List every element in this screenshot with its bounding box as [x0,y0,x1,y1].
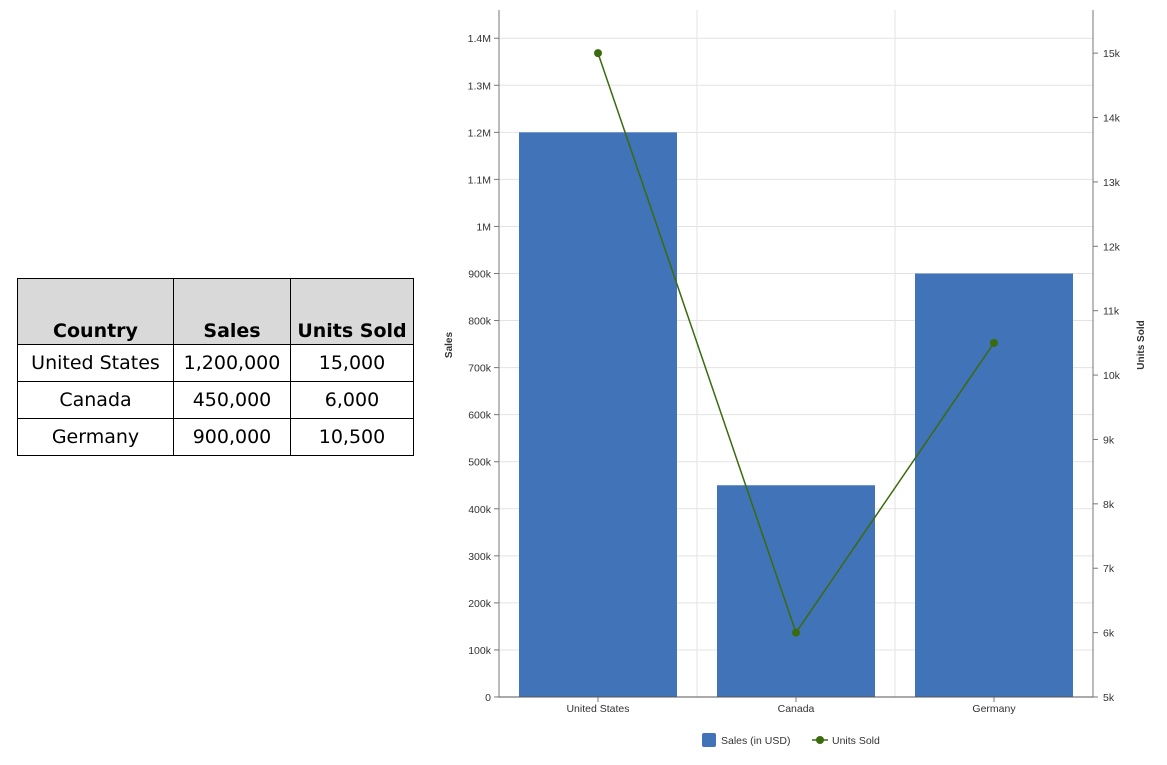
y2-tick-label: 6k [1103,628,1115,640]
y2-tick-label: 12k [1103,241,1121,253]
y-tick-label: 800k [468,316,492,328]
y-tick-label: 0 [485,692,491,704]
y2-tick-label: 7k [1103,563,1115,575]
cell: 1,200,000 [173,344,291,382]
legend-units-label: Units Sold [832,735,880,747]
units-point [990,338,998,347]
y-tick-label: 200k [468,598,492,610]
table-row: Canada 450,000 6,000 [17,381,414,419]
y2-tick-label: 14k [1103,113,1121,125]
x-tick-label: Canada [778,703,815,715]
cell: United States [17,344,174,382]
y2-tick-label: 15k [1103,48,1121,60]
y2-tick-label: 8k [1103,499,1115,511]
cell: 450,000 [173,381,291,419]
y2-tick-label: 13k [1103,177,1121,189]
table-row: United States 1,200,000 15,000 [17,344,414,382]
cell: 6,000 [290,381,414,419]
bar-canada [717,485,875,697]
bar-united-states [519,132,677,697]
bar-germany [915,273,1073,697]
legend-line-marker [816,736,824,744]
cell: 900,000 [173,418,291,456]
y-tick-label: 900k [468,269,492,281]
y-tick-label: 1.3M [468,80,491,92]
y2-tick-label: 10k [1103,370,1121,382]
units-point [594,49,602,58]
y-tick-label: 1M [476,221,491,233]
data-table: Country Sales Units Sold United States 1,20… [17,278,414,456]
y-tick-label: 600k [468,410,492,422]
y-tick-label: 700k [468,363,492,375]
y-tick-label: 1.2M [468,127,491,139]
legend-sales-label: Sales (in USD) [721,735,790,747]
cell: Germany [17,418,174,456]
y2-tick-label: 5k [1103,692,1115,704]
header-country: Country [17,278,174,345]
y-tick-label: 500k [468,457,492,469]
y-tick-label: 400k [468,504,492,516]
cell: 15,000 [290,344,414,382]
y2-axis-label: Units Sold [1136,320,1147,369]
table-row: Germany 900,000 10,500 [17,418,414,456]
y2-tick-label: 9k [1103,434,1115,446]
units-point [792,628,800,637]
y2-tick-label: 11k [1103,306,1120,318]
y-tick-label: 1.4M [468,33,491,45]
y-tick-label: 100k [468,645,492,657]
x-tick-label: United States [566,703,629,715]
y-tick-label: 300k [468,551,492,563]
y-axis-label: Sales [444,331,455,358]
x-tick-label: Germany [972,703,1016,715]
legend-bar-swatch [702,733,716,747]
y-tick-label: 1.1M [468,174,491,186]
cell: 10,500 [290,418,414,456]
